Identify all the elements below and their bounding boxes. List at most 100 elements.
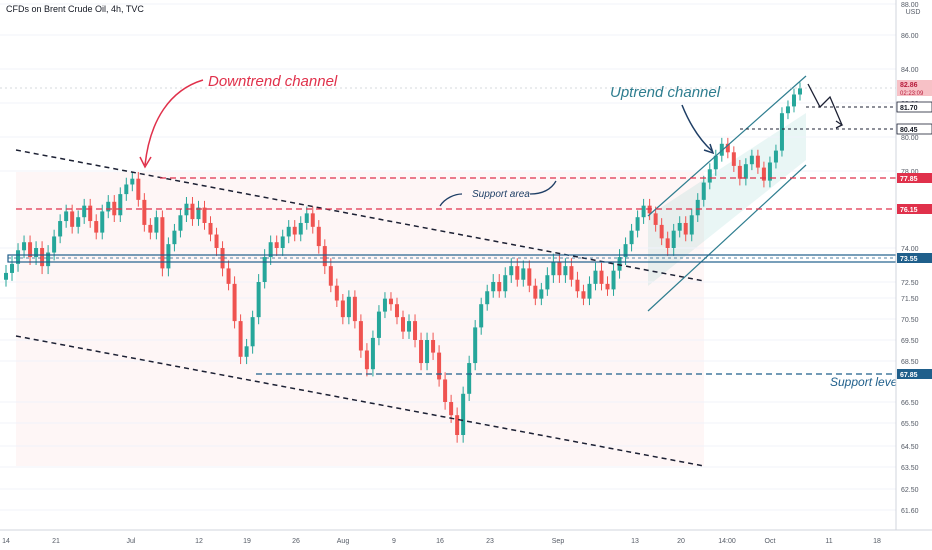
candle-body <box>479 304 484 328</box>
support-area-label: Support area <box>472 189 530 200</box>
x-tick-label: 26 <box>292 538 300 545</box>
y-tick-label: 71.50 <box>901 296 919 303</box>
support-level-label: Support level <box>830 375 900 389</box>
candle-body <box>791 94 796 107</box>
y-tick-label: 78.00 <box>901 169 919 176</box>
price-badge-label: 80.45 <box>900 127 918 134</box>
candle-body <box>16 250 21 264</box>
uptrend-zone <box>648 113 806 286</box>
candle-body <box>4 272 8 280</box>
x-tick-label: 14:00 <box>718 538 736 545</box>
candle-body <box>611 270 616 290</box>
y-tick-label: 65.50 <box>901 421 919 428</box>
candle-body <box>232 283 237 322</box>
candle-body <box>178 215 183 231</box>
y-tick-label: 80.00 <box>901 135 919 142</box>
candle-body <box>641 205 646 218</box>
candle-body <box>635 217 640 231</box>
candle-body <box>52 236 57 253</box>
x-tick-label: 16 <box>436 538 444 545</box>
candle-body <box>413 321 418 340</box>
candle-body <box>154 217 159 233</box>
candle-body <box>94 221 99 233</box>
price-badge-timer: 02:23:09 <box>900 91 924 97</box>
projection-arrow-head <box>835 120 844 129</box>
candle-body <box>214 234 219 248</box>
candle-body <box>208 222 213 235</box>
candle-body <box>719 143 724 156</box>
candle-body <box>364 350 369 370</box>
y-tick-label: 72.50 <box>901 280 919 287</box>
y-axis: USD88.0086.0084.0082.0080.0078.0074.0072… <box>895 0 932 530</box>
candle-body <box>46 252 51 267</box>
candle-body <box>587 283 592 299</box>
price-badge-label: 77.85 <box>900 176 918 183</box>
candle-body <box>521 268 526 280</box>
x-axis-bg <box>0 530 932 550</box>
candle-body <box>533 285 538 299</box>
candle-body <box>401 317 405 332</box>
candle-body <box>779 113 784 151</box>
x-axis: 14 21 Jul 12 19 26 Aug 9 16 23 Sep 13 20 14:00 Oct 11 18 <box>0 529 932 550</box>
candle-body <box>701 182 706 200</box>
x-tick-label: Oct <box>765 538 776 545</box>
candle-body <box>737 165 742 179</box>
candle-body <box>683 222 688 235</box>
candle-body <box>106 201 111 212</box>
y-tick-label: 64.50 <box>901 444 919 451</box>
candle-body <box>707 169 712 183</box>
candle-body <box>370 337 375 370</box>
y-tick-label: 63.50 <box>901 465 919 472</box>
candle-body <box>605 283 610 290</box>
y-tick-label: 69.50 <box>901 338 919 345</box>
candle-body <box>118 194 123 216</box>
candle-body <box>473 327 478 364</box>
candle-body <box>623 244 628 258</box>
candle-body <box>202 207 207 223</box>
support-area-arrow-right <box>529 180 557 195</box>
candle-body <box>166 244 171 269</box>
x-tick-label: 11 <box>825 538 832 545</box>
y-tick-label: 84.00 <box>901 67 919 74</box>
candle-body <box>358 321 363 351</box>
candle-body <box>346 296 351 318</box>
candle-body <box>443 379 448 402</box>
uptrend-arrow <box>681 104 713 152</box>
candle-body <box>761 167 766 181</box>
x-tick-label: Aug <box>337 538 350 545</box>
candle-body <box>256 282 261 318</box>
candle-body <box>749 155 754 165</box>
candle-body <box>407 321 412 332</box>
price-badge-label: 82.86 <box>900 82 918 89</box>
candle-body <box>160 217 165 269</box>
projection-path <box>807 83 843 126</box>
candle-body <box>731 152 736 166</box>
uptrend-arrow-head <box>703 143 715 155</box>
x-tick-label: 23 <box>486 538 494 545</box>
currency-label: USD <box>906 9 921 16</box>
candle-body <box>34 248 39 258</box>
candle-body <box>322 246 327 267</box>
price-badge <box>897 80 932 96</box>
candle-body <box>286 226 291 237</box>
candle-body <box>785 106 790 114</box>
price-badge-label: 73.55 <box>900 256 918 263</box>
candle-body <box>629 230 634 245</box>
price-badge <box>897 369 932 379</box>
y-tick-label: 68.50 <box>901 359 919 366</box>
price-badge <box>897 173 932 183</box>
price-badge <box>897 253 932 263</box>
candle-body <box>88 205 93 222</box>
candle-body <box>431 340 436 353</box>
candle-body <box>382 298 387 312</box>
candle-body <box>653 213 658 225</box>
candle-body <box>100 211 105 233</box>
candle-body <box>659 224 664 239</box>
candle-body <box>563 266 568 276</box>
candle-body <box>713 155 718 170</box>
candle-body <box>515 266 520 280</box>
candle-body <box>575 279 580 292</box>
candle-body <box>689 215 694 235</box>
uptrend-lower-line <box>647 164 807 312</box>
